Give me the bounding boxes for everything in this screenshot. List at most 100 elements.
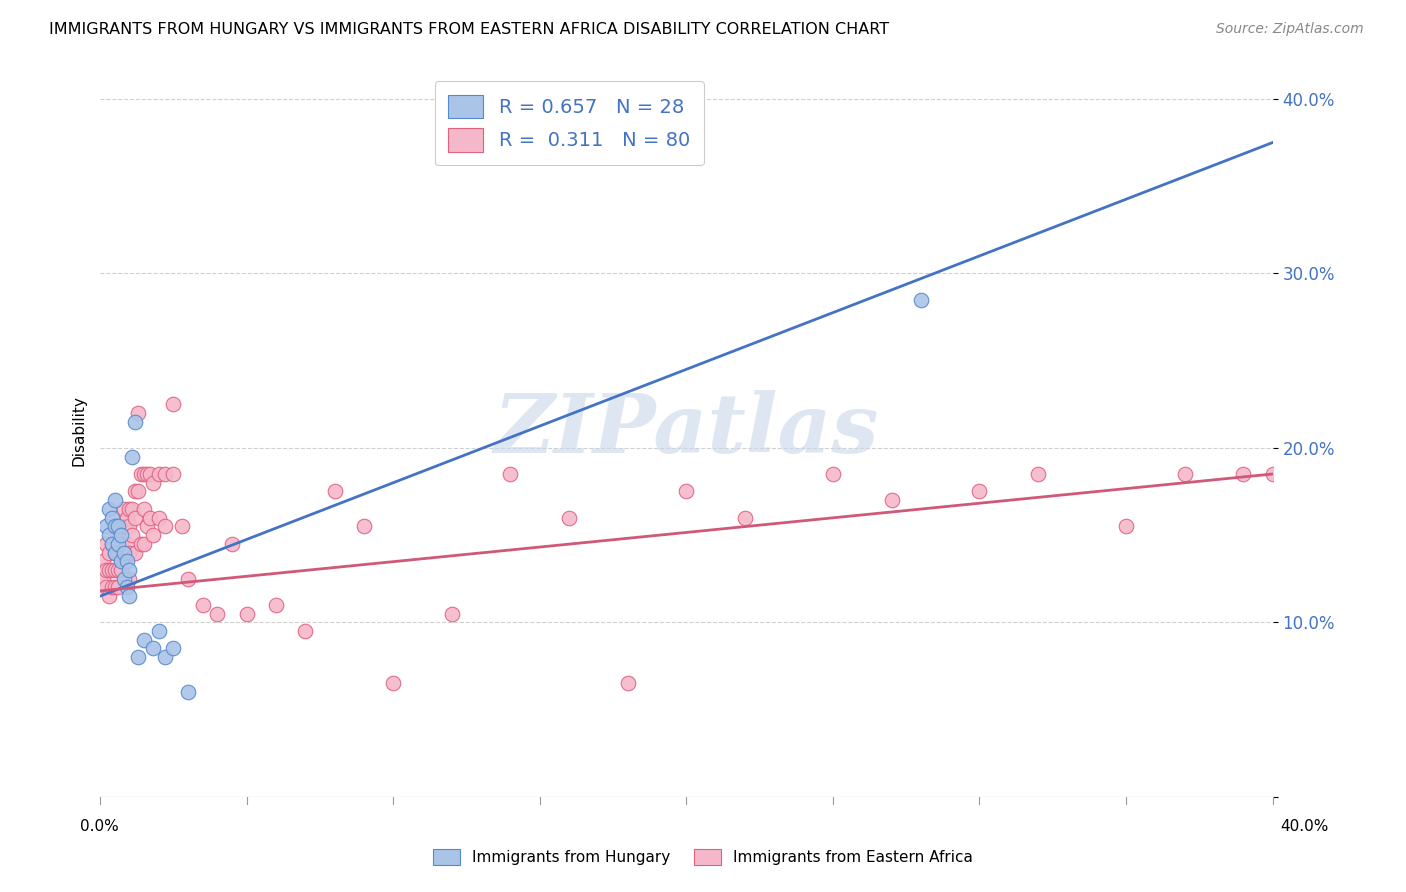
Point bbox=[124, 415, 146, 429]
Point bbox=[616, 676, 638, 690]
Text: 40.0%: 40.0% bbox=[1281, 820, 1329, 834]
Point bbox=[124, 510, 146, 524]
Point bbox=[101, 510, 124, 524]
Point bbox=[104, 563, 127, 577]
Point bbox=[91, 572, 114, 586]
Point bbox=[177, 685, 200, 699]
Point bbox=[139, 510, 162, 524]
Point bbox=[191, 598, 214, 612]
Point bbox=[115, 554, 138, 568]
Point bbox=[115, 537, 138, 551]
Point bbox=[110, 554, 132, 568]
Point bbox=[132, 632, 155, 647]
Text: 0.0%: 0.0% bbox=[80, 820, 120, 834]
Point bbox=[136, 467, 159, 481]
Point bbox=[148, 510, 170, 524]
Point bbox=[124, 545, 146, 559]
Point bbox=[207, 607, 229, 621]
Point bbox=[94, 537, 117, 551]
Point bbox=[107, 519, 129, 533]
Text: ZIPatlas: ZIPatlas bbox=[494, 391, 879, 470]
Point bbox=[142, 641, 165, 656]
Point bbox=[104, 581, 127, 595]
Point bbox=[118, 545, 141, 559]
Point bbox=[675, 484, 697, 499]
Point bbox=[499, 467, 522, 481]
Point bbox=[101, 537, 124, 551]
Point bbox=[148, 467, 170, 481]
Point bbox=[121, 450, 143, 464]
Point bbox=[112, 519, 135, 533]
Point bbox=[294, 624, 316, 638]
Point bbox=[235, 607, 257, 621]
Point bbox=[118, 519, 141, 533]
Point bbox=[127, 406, 149, 420]
Point bbox=[104, 545, 127, 559]
Point bbox=[104, 545, 127, 559]
Point bbox=[97, 545, 120, 559]
Point bbox=[162, 397, 184, 411]
Point bbox=[110, 537, 132, 551]
Point bbox=[382, 676, 405, 690]
Point bbox=[142, 475, 165, 490]
Point bbox=[136, 519, 159, 533]
Point bbox=[97, 563, 120, 577]
Point bbox=[124, 484, 146, 499]
Point bbox=[104, 519, 127, 533]
Point bbox=[121, 502, 143, 516]
Point bbox=[880, 493, 903, 508]
Point bbox=[910, 293, 932, 307]
Point bbox=[1261, 467, 1284, 481]
Point bbox=[112, 545, 135, 559]
Text: IMMIGRANTS FROM HUNGARY VS IMMIGRANTS FROM EASTERN AFRICA DISABILITY CORRELATION: IMMIGRANTS FROM HUNGARY VS IMMIGRANTS FR… bbox=[49, 22, 890, 37]
Point bbox=[112, 572, 135, 586]
Point bbox=[97, 502, 120, 516]
Point bbox=[1115, 519, 1137, 533]
Point bbox=[148, 624, 170, 638]
Point bbox=[112, 502, 135, 516]
Point bbox=[107, 545, 129, 559]
Point bbox=[221, 537, 243, 551]
Legend: R = 0.657   N = 28, R =  0.311   N = 80: R = 0.657 N = 28, R = 0.311 N = 80 bbox=[434, 81, 703, 166]
Point bbox=[129, 537, 152, 551]
Point bbox=[129, 467, 152, 481]
Point bbox=[115, 510, 138, 524]
Point bbox=[104, 519, 127, 533]
Point bbox=[142, 528, 165, 542]
Point bbox=[1174, 467, 1197, 481]
Point bbox=[821, 467, 844, 481]
Point bbox=[118, 572, 141, 586]
Point bbox=[107, 528, 129, 542]
Point bbox=[101, 537, 124, 551]
Point bbox=[153, 467, 176, 481]
Point bbox=[353, 519, 375, 533]
Point bbox=[107, 581, 129, 595]
Point bbox=[558, 510, 581, 524]
Point bbox=[1026, 467, 1049, 481]
Point bbox=[118, 502, 141, 516]
Point bbox=[110, 563, 132, 577]
Point bbox=[153, 519, 176, 533]
Point bbox=[107, 537, 129, 551]
Point bbox=[94, 519, 117, 533]
Point bbox=[132, 467, 155, 481]
Point bbox=[969, 484, 991, 499]
Point bbox=[440, 607, 463, 621]
Point bbox=[139, 467, 162, 481]
Point bbox=[118, 563, 141, 577]
Point bbox=[115, 581, 138, 595]
Point bbox=[101, 563, 124, 577]
Point bbox=[734, 510, 756, 524]
Point bbox=[107, 563, 129, 577]
Point bbox=[264, 598, 287, 612]
Point bbox=[91, 554, 114, 568]
Point bbox=[1232, 467, 1254, 481]
Point bbox=[121, 528, 143, 542]
Point bbox=[101, 581, 124, 595]
Point bbox=[94, 563, 117, 577]
Y-axis label: Disability: Disability bbox=[72, 395, 86, 466]
Point bbox=[132, 537, 155, 551]
Point bbox=[127, 650, 149, 665]
Point bbox=[104, 493, 127, 508]
Point bbox=[97, 528, 120, 542]
